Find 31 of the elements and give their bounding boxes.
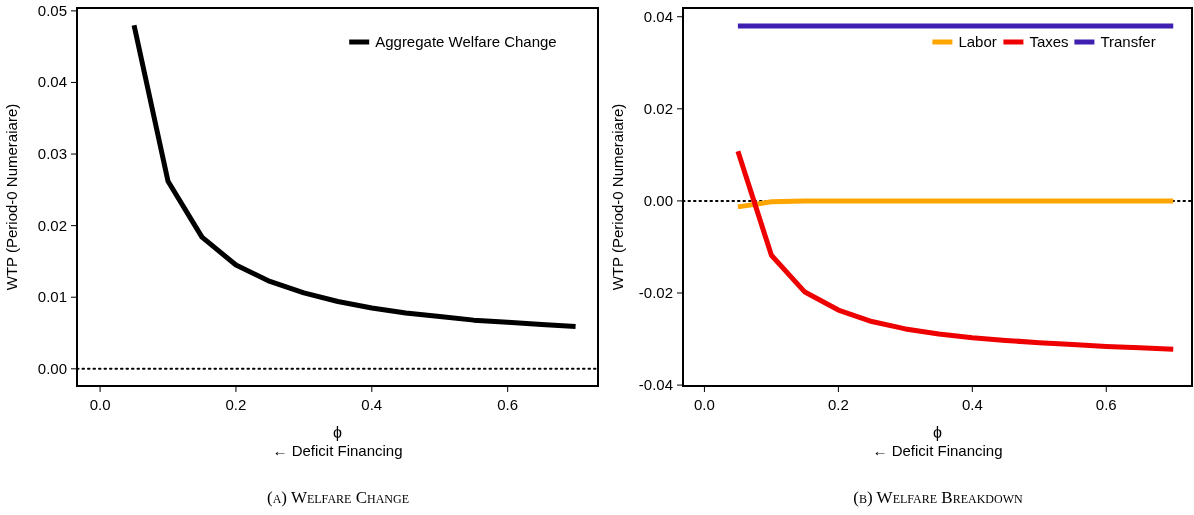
y-axis-title: WTP (Period-0 Numeraiare) <box>3 103 20 291</box>
y-tick-label: -0.04 <box>638 376 673 394</box>
y-tick-label: 0.00 <box>37 359 67 377</box>
y-tick-label: 0.03 <box>37 145 67 163</box>
x-tick-label: 0.4 <box>361 396 383 413</box>
x-tick-label: 0.6 <box>497 396 519 413</box>
y-tick-label: 0.02 <box>37 216 67 234</box>
y-tick-label: 0.00 <box>643 191 673 209</box>
text: ← Deficit Financing <box>272 442 403 459</box>
x-tick-label: 0.2 <box>827 396 849 413</box>
x-tick-label: 0.6 <box>1095 396 1117 413</box>
y-tick-label: 0.04 <box>37 73 67 91</box>
y-tick-label: -0.02 <box>638 284 673 301</box>
legend-label: Transfer <box>1100 33 1156 50</box>
legend-label: Labor <box>958 33 997 50</box>
y-axis-title: WTP (Period-0 Numeraiare) <box>609 103 626 291</box>
x-axis-title: ϕ <box>933 424 943 441</box>
text: (b) Welfare Breakdown <box>853 488 1023 507</box>
x-tick-label: 0.2 <box>225 396 247 413</box>
text: (a) Welfare Change <box>266 488 410 507</box>
legend-label: Taxes <box>1029 33 1069 50</box>
x-axis-title: ϕ <box>333 424 343 441</box>
y-tick-label: 0.04 <box>643 7 673 25</box>
y-tick-label: 0.05 <box>37 1 67 19</box>
x-tick-label: 0.0 <box>89 396 111 413</box>
y-tick-label: 0.02 <box>643 99 673 117</box>
y-tick-label: 0.01 <box>37 288 67 306</box>
x-tick-label: 0.0 <box>694 396 715 413</box>
text: ← Deficit Financing <box>872 442 1003 459</box>
x-tick-label: 0.4 <box>961 396 983 413</box>
legend-label: Aggregate Welfare Change <box>375 33 557 50</box>
